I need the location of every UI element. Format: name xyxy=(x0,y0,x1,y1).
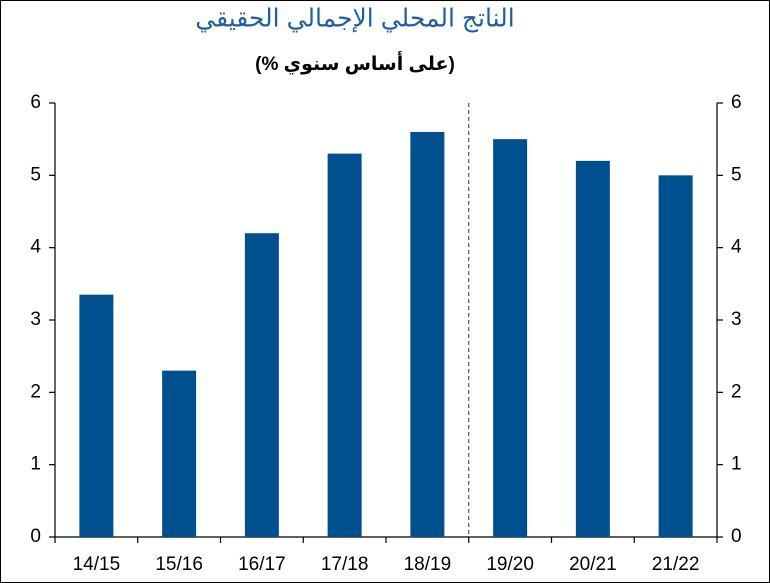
chart-title: الناتج المحلي الإجمالي الحقيقي xyxy=(195,5,514,34)
y2-tick-label: 3 xyxy=(731,309,742,330)
chart-subtitle: (% على أساس سنوي) xyxy=(255,51,455,76)
x-tick-label: 18/19 xyxy=(404,554,452,575)
x-tick-label: 21/22 xyxy=(652,554,700,575)
y-tick-label: 6 xyxy=(30,92,41,113)
bar xyxy=(162,370,197,537)
y-tick-label: 2 xyxy=(30,381,41,402)
y-tick-label: 3 xyxy=(30,309,41,330)
y-tick-label: 5 xyxy=(30,164,41,185)
y-tick-label: 4 xyxy=(30,237,41,258)
y2-tick-label: 0 xyxy=(731,526,742,547)
y2-tick-label: 1 xyxy=(731,454,742,475)
x-tick-label: 20/21 xyxy=(569,554,617,575)
bar xyxy=(244,233,279,537)
bar xyxy=(410,131,445,537)
y-tick-label: 0 xyxy=(30,526,41,547)
bar xyxy=(658,175,693,538)
x-tick-label: 17/18 xyxy=(321,554,369,575)
y2-tick-label: 2 xyxy=(731,381,742,402)
bar xyxy=(493,139,528,537)
y-tick-label: 1 xyxy=(30,454,41,475)
bar xyxy=(575,160,610,537)
bar xyxy=(79,294,114,537)
x-tick-label: 14/15 xyxy=(73,554,121,575)
y2-tick-label: 6 xyxy=(731,92,742,113)
x-tick-label: 19/20 xyxy=(486,554,534,575)
y2-tick-label: 4 xyxy=(731,237,742,258)
bar xyxy=(327,153,362,537)
x-tick-label: 16/17 xyxy=(238,554,286,575)
y2-tick-label: 5 xyxy=(731,164,742,185)
x-tick-label: 15/16 xyxy=(155,554,203,575)
